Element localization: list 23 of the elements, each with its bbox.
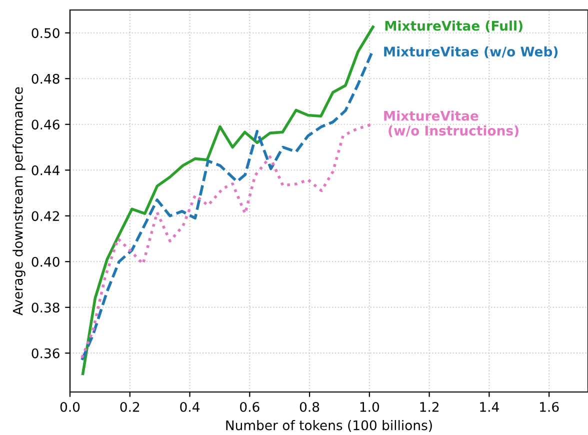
series-label: MixtureVitae (w/o Web) <box>384 46 558 58</box>
x-tick-label: 0.6 <box>240 402 260 412</box>
y-tick-label: 0.36 <box>32 348 60 358</box>
x-tick-label: 0.4 <box>180 402 200 412</box>
y-tick-label: 0.38 <box>32 302 60 313</box>
y-tick-label: 0.50 <box>32 28 60 38</box>
series-label: MixtureVitae (w/o Instructions) <box>384 110 518 138</box>
x-tick-label: 0.8 <box>300 402 320 412</box>
y-tick-label: 0.40 <box>32 256 60 267</box>
y-axis-title: Average downstream performance <box>12 87 26 316</box>
y-tick-label: 0.42 <box>32 211 59 222</box>
line-series <box>80 122 374 360</box>
y-tick-label: 0.48 <box>32 74 60 84</box>
y-tick-label: 0.46 <box>32 120 60 130</box>
x-axis-title: Number of tokens (100 billions) <box>226 420 432 432</box>
x-tick-label: 0.2 <box>120 402 140 412</box>
y-tick-label: 0.44 <box>32 165 60 176</box>
x-tick-label: 1.2 <box>420 402 438 412</box>
series-label: MixtureVitae (Full) <box>385 20 522 32</box>
x-tick-label: 1.6 <box>540 402 559 412</box>
x-tick-label: 0.0 <box>60 402 80 412</box>
x-tick-label: 1.4 <box>480 402 499 412</box>
x-tick-label: 1.0 <box>360 402 380 412</box>
